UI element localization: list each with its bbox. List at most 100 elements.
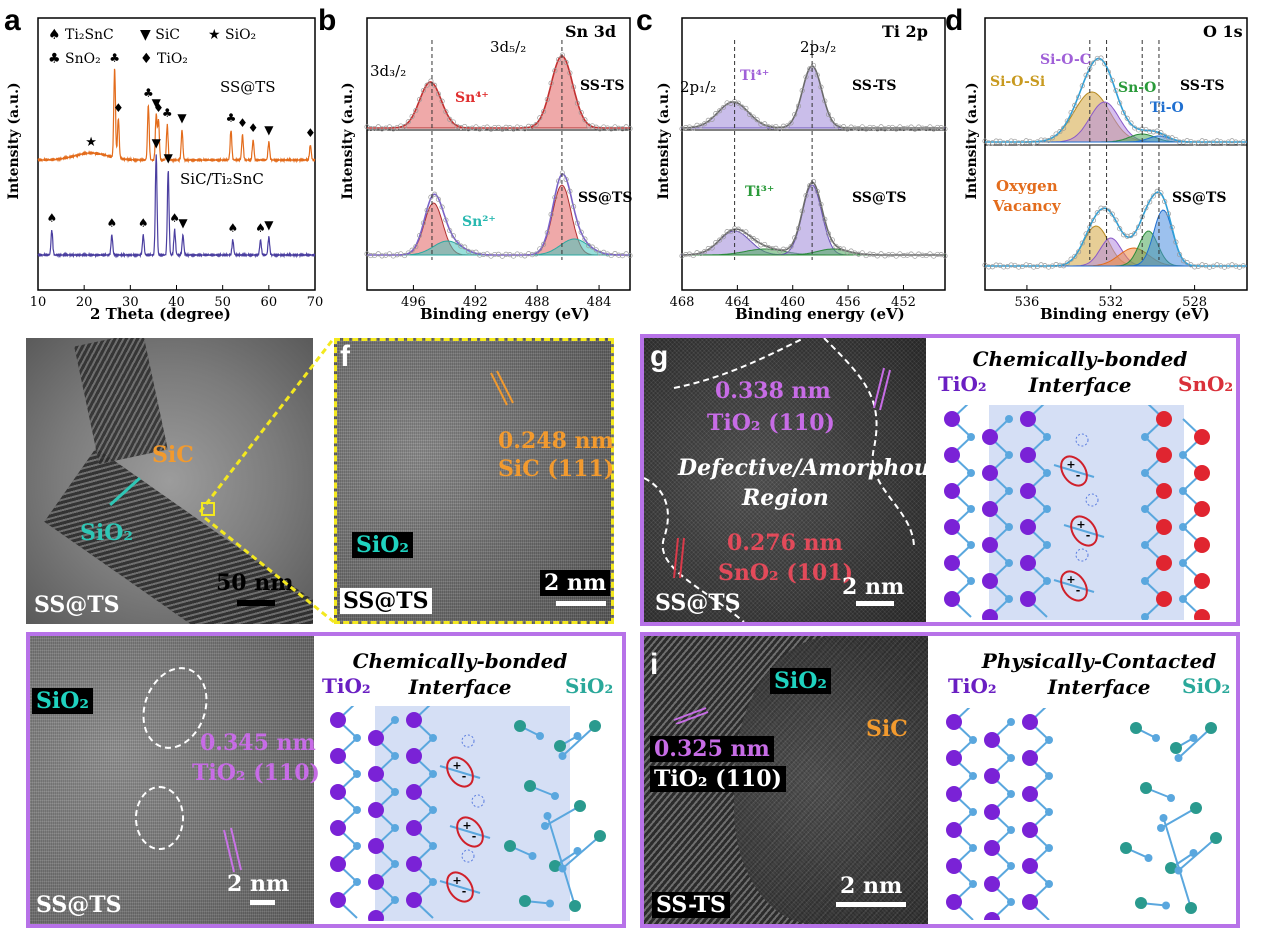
oxygen-atom [353,770,361,778]
xrd-peak-marker: ♠ [169,211,180,225]
si-atom [1140,782,1152,794]
xps-data-point [852,125,858,131]
oxygen-atom [1043,505,1051,513]
oxygen-atom [1005,487,1013,495]
xps-data-point [934,124,941,130]
xps-data-point [934,251,941,257]
xps-data-point [1184,260,1190,266]
o-title: O 1s [1203,22,1243,41]
model-h-left-phase: TiO₂ [322,674,371,698]
bond [1162,817,1192,909]
tem-g-scale: 2 nm [842,574,905,600]
xps-data-point [818,201,824,207]
xps-data-point [1214,262,1220,268]
xps-data-point [522,253,528,259]
si-atom [519,895,531,907]
xps-data-point [724,100,730,106]
xps-data-point [735,226,741,232]
xps-envelope [985,57,1247,143]
xps-data-point [544,96,550,102]
xps-data-point [893,126,899,132]
si-atom [1190,802,1202,814]
sn-atom [1194,465,1210,481]
xps-data-point [1042,137,1048,143]
tem-g-d2: 0.276 nm [727,530,843,556]
xps-data-point [780,246,786,252]
xps-data-point [563,59,569,65]
dipole-ellipse [1060,570,1088,602]
oxygen-atom [1045,808,1053,816]
oxygen-atom [391,716,399,724]
si-atom [524,780,536,792]
ti-atom [406,856,422,872]
oxygen-vacancy [1085,493,1099,507]
xps-data-point [795,225,802,231]
xps-data-point [394,252,400,258]
tem-e-scalebar-line [237,600,275,606]
ti-atom [946,714,962,730]
xps-data-point [871,125,877,131]
xps-data-point [1113,88,1119,94]
xps-data-point [454,123,460,129]
tem-i-phase2: SiC [866,716,908,742]
xps-data-point [1109,77,1115,83]
xps-data-point [616,125,622,131]
xps-data-point [1225,263,1231,269]
sn-peak-3d32: 3d₃/₂ [370,62,407,80]
xrd-peak-marker: ▼ [152,96,162,110]
tem-i-sample: SS-TS [652,892,730,918]
tem-i-lattice [673,707,709,724]
xps-data-point [1046,137,1052,144]
xrd-xtick-label: 40 [168,295,185,310]
xps-data-point [803,74,809,80]
oxygen-vacancy [471,794,485,808]
xps-data-point [420,87,426,94]
sn-atom [1156,447,1172,463]
xps-data-point [563,176,569,182]
xps-data-point [409,113,415,119]
xps-data-point [533,122,539,128]
dipole-ellipse [446,756,474,788]
oxygen-atom [391,788,399,796]
si-atom [554,740,566,752]
xps-xtick-label: 468 [670,295,695,310]
xps-data-point [518,125,524,131]
panel-label-a: a [4,4,21,37]
panel-label-c: c [636,4,653,37]
xps-data-point [450,233,456,239]
xps-data-point [1064,118,1070,124]
xps-xtick-label: 484 [587,295,612,310]
ti-atom [984,912,1000,920]
ti-atom [330,784,346,800]
xps-data-point [368,126,374,132]
dipole-minus: - [472,830,477,843]
xps-data-point [601,124,607,130]
xps-data-point [503,251,509,257]
panel-h-frame [26,632,626,928]
xps-data-point [627,126,633,132]
tem-h-scale: 2 nm [227,871,290,897]
xps-data-point [510,253,517,259]
tem-f-scale: 2 nm [540,570,611,596]
xrd-peak-marker: ♣ [109,51,120,65]
xps-data-point [1124,115,1130,121]
xps-data-point [758,242,764,248]
xps-data-point [413,244,419,250]
oxygen-atom [967,505,975,513]
xps-xtick-label: 528 [1182,295,1207,310]
oxygen-atom [1005,523,1013,531]
sn-atom [1156,555,1172,571]
xps-data-point [450,119,456,125]
oxygen-atom [1152,734,1160,742]
xps-data-point [1177,252,1183,258]
panel-label-h: h [4,648,23,681]
xrd-peak-marker: ♦ [248,121,259,135]
dipole-minus: - [1076,584,1081,597]
si-atom [1185,902,1197,914]
xps-data-point [769,245,775,252]
ti-atom [368,766,384,782]
xps-data-point [803,193,809,199]
oxygen-atom [1045,772,1053,780]
xps-data-point [473,124,479,130]
oxygen-atom [391,896,399,904]
